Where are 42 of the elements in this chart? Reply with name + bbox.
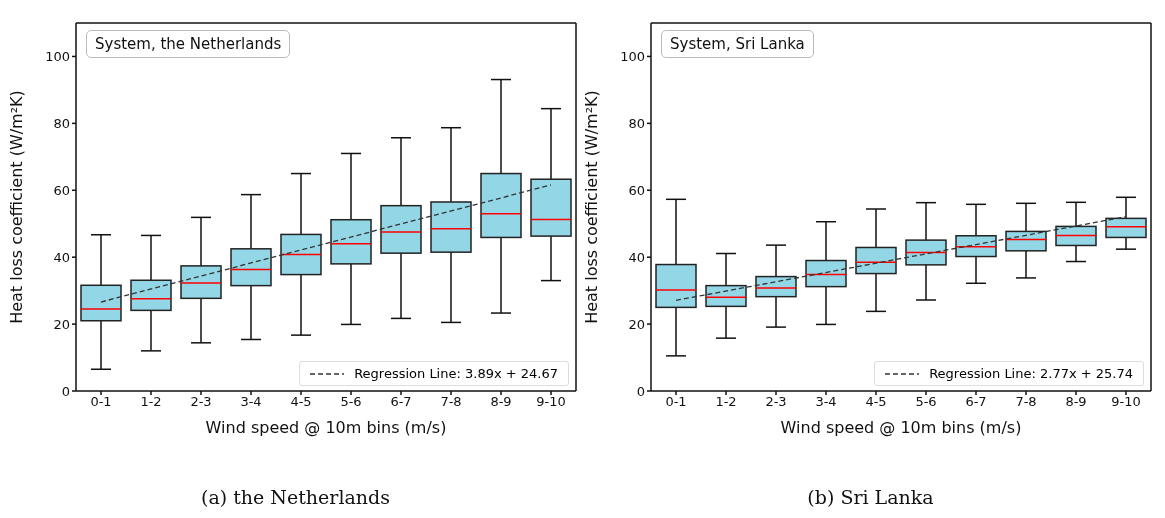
y-tick-label: 40 [53, 249, 70, 265]
x-tick-label: 6-7 [390, 394, 412, 410]
x-tick-label: 8-9 [1065, 394, 1087, 410]
x-tick-label: 0-1 [665, 394, 687, 410]
text: System, Sri Lanka [661, 30, 814, 58]
x-tick-label: 9-10 [536, 394, 566, 410]
x-tick-label: 5-6 [340, 394, 362, 410]
text: (b) Sri Lanka [806, 486, 935, 508]
y-tick-label: 20 [628, 316, 645, 332]
x-tick-label: 4-5 [865, 394, 887, 410]
x-tick-label: 9-10 [1111, 394, 1141, 410]
text: System, the Netherlands [86, 30, 291, 58]
x-tick-label: 7-8 [1015, 394, 1037, 410]
y-tick-label: 100 [45, 49, 70, 65]
y-tick-label: 0 [61, 383, 70, 399]
x-tick-label: 3-4 [240, 394, 262, 410]
y-axis-title: Heat loss coefficient (W/m²K) [6, 90, 26, 324]
legend-label: Regression Line: 3.89x + 24.67 [354, 366, 558, 381]
y-tick-label: 0 [636, 383, 645, 399]
x-tick-label: 1-2 [140, 394, 162, 410]
x-tick-label: 6-7 [965, 394, 987, 410]
y-tick-label: 40 [628, 249, 645, 265]
y-tick-label: 60 [53, 182, 70, 198]
y-axis-title: Heat loss coefficient (W/m²K) [581, 90, 601, 324]
y-tick-label: 80 [628, 115, 645, 131]
x-tick-label: 5-6 [915, 394, 937, 410]
x-tick-label: 2-3 [190, 394, 212, 410]
x-tick-label: 1-2 [715, 394, 737, 410]
x-tick-label: 4-5 [290, 394, 312, 410]
x-axis-title: Wind speed @ 10m bins (m/s) [205, 418, 447, 437]
y-tick-label: 20 [53, 316, 70, 332]
x-tick-label: 3-4 [815, 394, 837, 410]
legend-label: Regression Line: 2.77x + 25.74 [929, 366, 1133, 381]
x-tick-label: 0-1 [90, 394, 112, 410]
x-tick-label: 2-3 [765, 394, 787, 410]
x-axis-title: Wind speed @ 10m bins (m/s) [780, 418, 1022, 437]
y-tick-label: 80 [53, 115, 70, 131]
y-tick-label: 100 [620, 49, 645, 65]
x-tick-label: 8-9 [490, 394, 512, 410]
y-tick-label: 60 [628, 182, 645, 198]
x-tick-label: 7-8 [440, 394, 462, 410]
text: (a) the Netherlands [200, 486, 391, 508]
